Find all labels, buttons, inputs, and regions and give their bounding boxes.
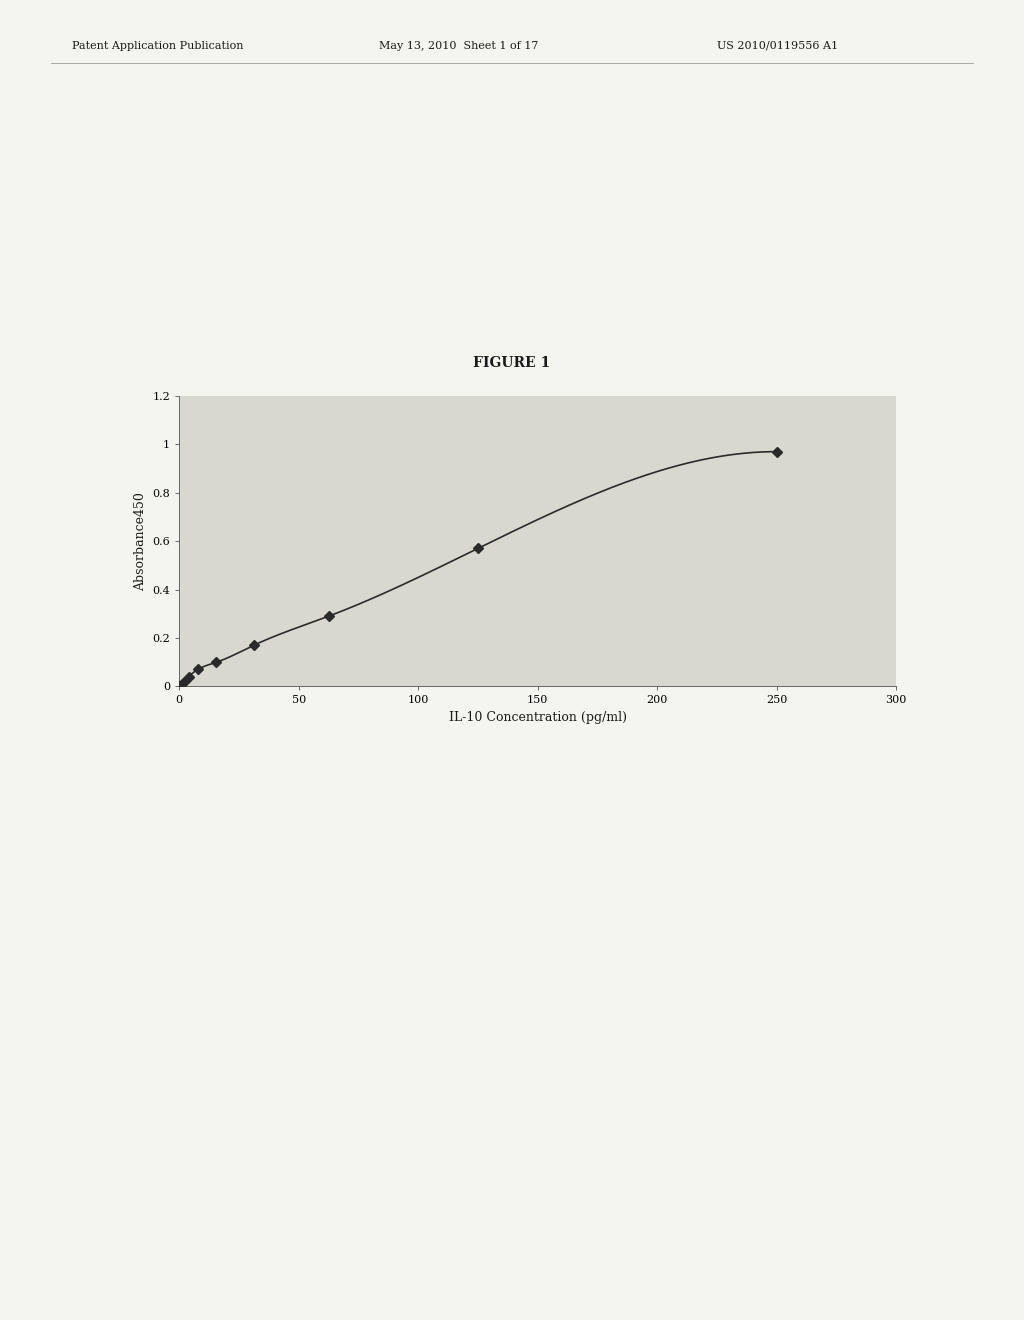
Text: Patent Application Publication: Patent Application Publication xyxy=(72,41,243,51)
X-axis label: IL-10 Concentration (pg/ml): IL-10 Concentration (pg/ml) xyxy=(449,711,627,723)
Text: US 2010/0119556 A1: US 2010/0119556 A1 xyxy=(717,41,838,51)
Text: FIGURE 1: FIGURE 1 xyxy=(473,356,551,370)
Text: May 13, 2010  Sheet 1 of 17: May 13, 2010 Sheet 1 of 17 xyxy=(379,41,539,51)
Y-axis label: Absorbance450: Absorbance450 xyxy=(134,492,146,590)
